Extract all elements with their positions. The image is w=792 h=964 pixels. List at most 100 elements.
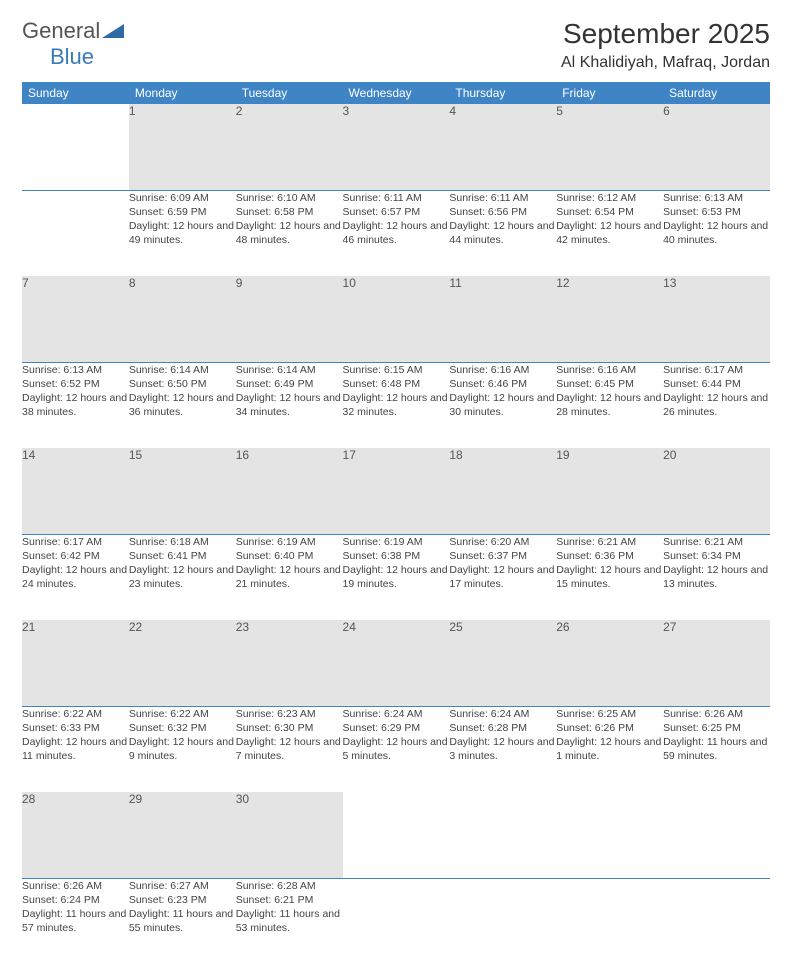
daylight-text: Daylight: 11 hours and 59 minutes. xyxy=(663,735,770,763)
weekday-header: Wednesday xyxy=(343,82,450,104)
sunrise-text: Sunrise: 6:21 AM xyxy=(663,535,770,549)
day-number-cell: 3 xyxy=(343,104,450,190)
sunrise-text: Sunrise: 6:15 AM xyxy=(343,363,450,377)
day-content-cell: Sunrise: 6:21 AMSunset: 6:36 PMDaylight:… xyxy=(556,534,663,620)
day-content-cell: Sunrise: 6:16 AMSunset: 6:45 PMDaylight:… xyxy=(556,362,663,448)
sunrise-text: Sunrise: 6:12 AM xyxy=(556,191,663,205)
day-number-cell: 26 xyxy=(556,620,663,706)
daylight-text: Daylight: 12 hours and 48 minutes. xyxy=(236,219,343,247)
day-content-cell: Sunrise: 6:14 AMSunset: 6:49 PMDaylight:… xyxy=(236,362,343,448)
daylight-text: Daylight: 12 hours and 1 minute. xyxy=(556,735,663,763)
day-number-cell: 30 xyxy=(236,792,343,878)
day-number-cell: 29 xyxy=(129,792,236,878)
day-content-cell: Sunrise: 6:13 AMSunset: 6:53 PMDaylight:… xyxy=(663,190,770,276)
sunset-text: Sunset: 6:37 PM xyxy=(449,549,556,563)
day-content-row: Sunrise: 6:13 AMSunset: 6:52 PMDaylight:… xyxy=(22,362,770,448)
daylight-text: Daylight: 11 hours and 53 minutes. xyxy=(236,907,343,935)
day-content-cell: Sunrise: 6:19 AMSunset: 6:38 PMDaylight:… xyxy=(343,534,450,620)
day-number-cell: 17 xyxy=(343,448,450,534)
sunset-text: Sunset: 6:25 PM xyxy=(663,721,770,735)
daylight-text: Daylight: 12 hours and 30 minutes. xyxy=(449,391,556,419)
day-content-cell xyxy=(22,190,129,276)
sunset-text: Sunset: 6:46 PM xyxy=(449,377,556,391)
weekday-header: Friday xyxy=(556,82,663,104)
sunset-text: Sunset: 6:36 PM xyxy=(556,549,663,563)
sunrise-text: Sunrise: 6:09 AM xyxy=(129,191,236,205)
sunrise-text: Sunrise: 6:11 AM xyxy=(343,191,450,205)
calendar-table: Sunday Monday Tuesday Wednesday Thursday… xyxy=(22,82,770,964)
day-number-cell: 7 xyxy=(22,276,129,362)
weekday-header: Monday xyxy=(129,82,236,104)
day-content-cell: Sunrise: 6:27 AMSunset: 6:23 PMDaylight:… xyxy=(129,878,236,964)
weekday-header: Thursday xyxy=(449,82,556,104)
daylight-text: Daylight: 12 hours and 7 minutes. xyxy=(236,735,343,763)
day-number-cell xyxy=(22,104,129,190)
sunrise-text: Sunrise: 6:19 AM xyxy=(343,535,450,549)
day-content-cell xyxy=(449,878,556,964)
sunrise-text: Sunrise: 6:24 AM xyxy=(449,707,556,721)
day-number-cell xyxy=(343,792,450,878)
sunrise-text: Sunrise: 6:13 AM xyxy=(663,191,770,205)
sunset-text: Sunset: 6:24 PM xyxy=(22,893,129,907)
day-number-cell: 5 xyxy=(556,104,663,190)
sunset-text: Sunset: 6:58 PM xyxy=(236,205,343,219)
sunrise-text: Sunrise: 6:10 AM xyxy=(236,191,343,205)
sunset-text: Sunset: 6:54 PM xyxy=(556,205,663,219)
sunrise-text: Sunrise: 6:16 AM xyxy=(556,363,663,377)
sunrise-text: Sunrise: 6:14 AM xyxy=(129,363,236,377)
weekday-header: Sunday xyxy=(22,82,129,104)
logo-text-general: General xyxy=(22,18,100,43)
sunset-text: Sunset: 6:23 PM xyxy=(129,893,236,907)
sunset-text: Sunset: 6:41 PM xyxy=(129,549,236,563)
day-content-cell: Sunrise: 6:23 AMSunset: 6:30 PMDaylight:… xyxy=(236,706,343,792)
daylight-text: Daylight: 12 hours and 13 minutes. xyxy=(663,563,770,591)
daylight-text: Daylight: 11 hours and 57 minutes. xyxy=(22,907,129,935)
daylight-text: Daylight: 12 hours and 26 minutes. xyxy=(663,391,770,419)
sunset-text: Sunset: 6:42 PM xyxy=(22,549,129,563)
location: Al Khalidiyah, Mafraq, Jordan xyxy=(561,54,770,72)
day-number-cell: 2 xyxy=(236,104,343,190)
sunset-text: Sunset: 6:29 PM xyxy=(343,721,450,735)
sunset-text: Sunset: 6:26 PM xyxy=(556,721,663,735)
daylight-text: Daylight: 12 hours and 17 minutes. xyxy=(449,563,556,591)
sunrise-text: Sunrise: 6:25 AM xyxy=(556,707,663,721)
sunrise-text: Sunrise: 6:21 AM xyxy=(556,535,663,549)
day-number-cell: 4 xyxy=(449,104,556,190)
sunrise-text: Sunrise: 6:28 AM xyxy=(236,879,343,893)
sunrise-text: Sunrise: 6:20 AM xyxy=(449,535,556,549)
logo-triangle-icon xyxy=(102,18,124,44)
daylight-text: Daylight: 12 hours and 11 minutes. xyxy=(22,735,129,763)
day-number-cell xyxy=(556,792,663,878)
day-number-cell xyxy=(663,792,770,878)
sunset-text: Sunset: 6:48 PM xyxy=(343,377,450,391)
day-number-cell: 20 xyxy=(663,448,770,534)
sunset-text: Sunset: 6:50 PM xyxy=(129,377,236,391)
sunrise-text: Sunrise: 6:22 AM xyxy=(129,707,236,721)
sunrise-text: Sunrise: 6:26 AM xyxy=(663,707,770,721)
weekday-header: Saturday xyxy=(663,82,770,104)
day-number-row: 123456 xyxy=(22,104,770,190)
daylight-text: Daylight: 12 hours and 3 minutes. xyxy=(449,735,556,763)
daylight-text: Daylight: 12 hours and 15 minutes. xyxy=(556,563,663,591)
sunrise-text: Sunrise: 6:13 AM xyxy=(22,363,129,377)
day-content-cell: Sunrise: 6:25 AMSunset: 6:26 PMDaylight:… xyxy=(556,706,663,792)
daylight-text: Daylight: 12 hours and 42 minutes. xyxy=(556,219,663,247)
daylight-text: Daylight: 12 hours and 28 minutes. xyxy=(556,391,663,419)
day-content-cell: Sunrise: 6:28 AMSunset: 6:21 PMDaylight:… xyxy=(236,878,343,964)
daylight-text: Daylight: 12 hours and 24 minutes. xyxy=(22,563,129,591)
day-content-cell: Sunrise: 6:22 AMSunset: 6:33 PMDaylight:… xyxy=(22,706,129,792)
sunrise-text: Sunrise: 6:16 AM xyxy=(449,363,556,377)
day-number-cell: 28 xyxy=(22,792,129,878)
day-content-cell: Sunrise: 6:14 AMSunset: 6:50 PMDaylight:… xyxy=(129,362,236,448)
day-content-cell: Sunrise: 6:15 AMSunset: 6:48 PMDaylight:… xyxy=(343,362,450,448)
sunset-text: Sunset: 6:33 PM xyxy=(22,721,129,735)
sunset-text: Sunset: 6:28 PM xyxy=(449,721,556,735)
sunrise-text: Sunrise: 6:11 AM xyxy=(449,191,556,205)
day-number-cell: 25 xyxy=(449,620,556,706)
day-content-cell: Sunrise: 6:22 AMSunset: 6:32 PMDaylight:… xyxy=(129,706,236,792)
sunset-text: Sunset: 6:59 PM xyxy=(129,205,236,219)
sunset-text: Sunset: 6:38 PM xyxy=(343,549,450,563)
day-content-cell: Sunrise: 6:24 AMSunset: 6:28 PMDaylight:… xyxy=(449,706,556,792)
sunset-text: Sunset: 6:53 PM xyxy=(663,205,770,219)
daylight-text: Daylight: 12 hours and 5 minutes. xyxy=(343,735,450,763)
